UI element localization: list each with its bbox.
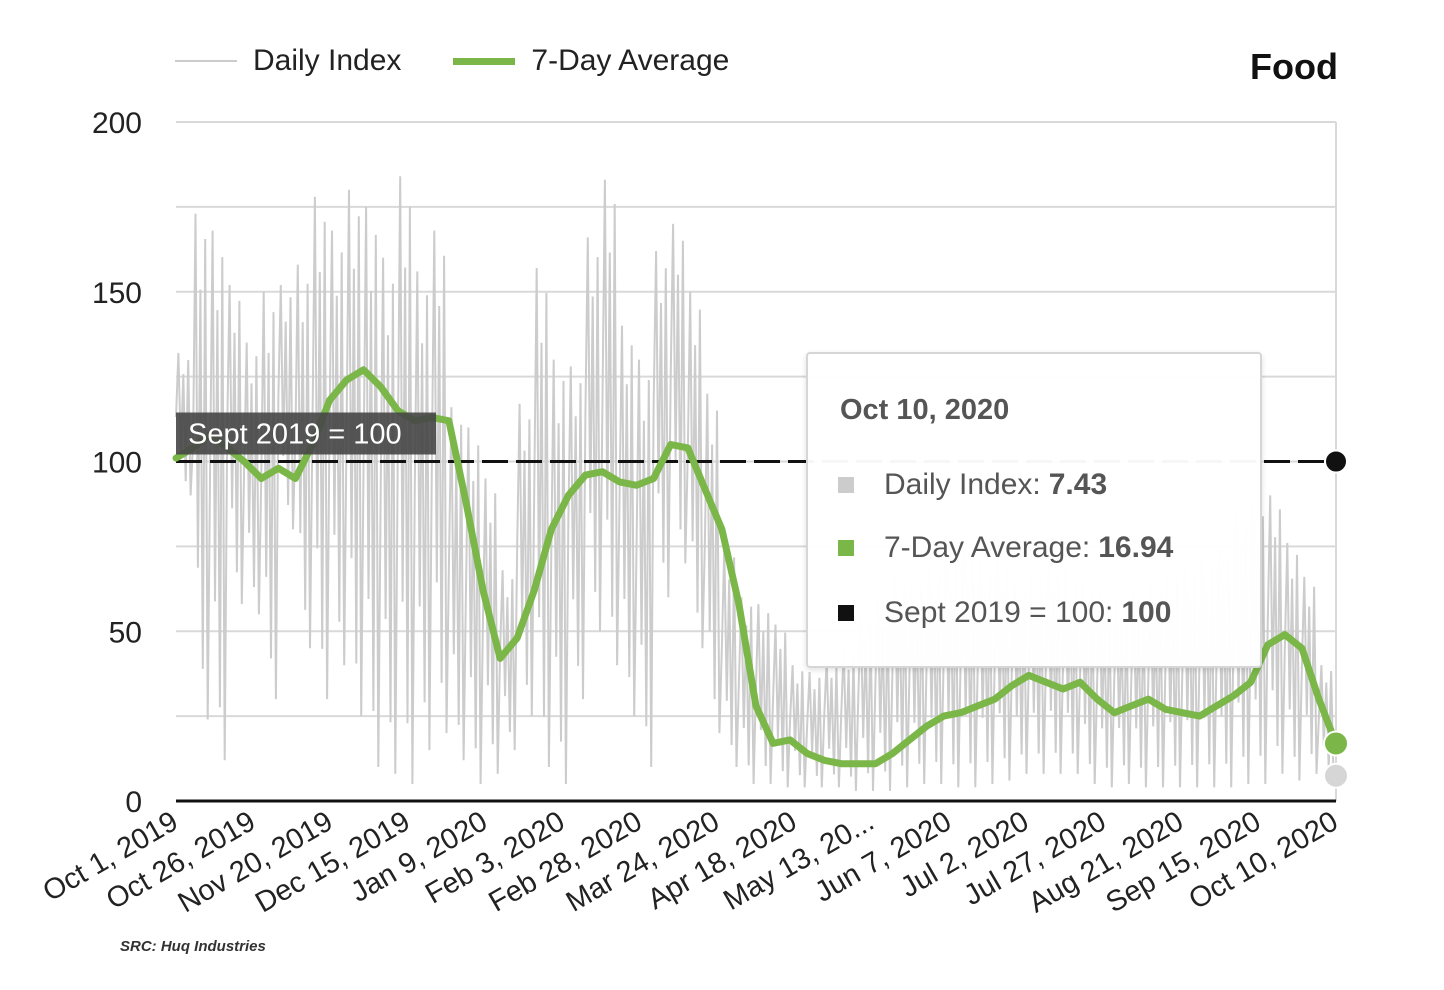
tooltip-value-daily: 7.43 (1048, 468, 1108, 501)
y-tick-label: 200 (92, 107, 142, 140)
reference-label-box (176, 412, 436, 455)
tooltip-label-reference: Sept 2019 = 100: (884, 596, 1114, 629)
tooltip-value-reference: 100 (1121, 596, 1172, 629)
legend-item-daily-index[interactable]: Daily Index (175, 44, 401, 78)
legend-label-daily: Daily Index (253, 44, 402, 77)
chart-tooltip: Oct 10, 2020 Daily Index: 7.43 7-Day Ave… (806, 352, 1262, 668)
seven-day-average-series (172, 366, 1340, 768)
tooltip-swatch-average-icon (838, 540, 854, 556)
y-tick-label: 50 (109, 616, 142, 649)
reference-end-marker[interactable] (1324, 449, 1348, 474)
tooltip-label-daily: Daily Index: (884, 468, 1041, 501)
reference-label-group: Sept 2019 = 100 (176, 412, 436, 455)
y-tick-label: 0 (125, 786, 142, 819)
daily-end-marker[interactable] (1323, 762, 1349, 789)
seven-day-average-line (172, 366, 1340, 768)
legend-item-seven-day-average[interactable]: 7-Day Average (453, 44, 729, 78)
tooltip-value-average: 16.94 (1098, 531, 1174, 564)
end-markers (1323, 449, 1349, 789)
chart-legend: Daily Index 7-Day Average (175, 44, 781, 78)
tooltip-row-reference: Sept 2019 = 100: 100 (838, 596, 1171, 630)
chart-title: Food (1250, 46, 1338, 87)
y-tick-label: 150 (92, 277, 142, 310)
tooltip-swatch-reference-icon (838, 605, 854, 621)
average-end-marker[interactable] (1323, 730, 1349, 757)
tooltip-row-average: 7-Day Average: 16.94 (838, 531, 1173, 565)
legend-line-icon-daily (175, 60, 237, 62)
source-note: SRC: Huq Industries (120, 938, 266, 955)
legend-line-icon-average (453, 57, 516, 65)
reference-label-text: Sept 2019 = 100 (188, 419, 402, 451)
y-tick-label: 100 (92, 447, 142, 480)
tooltip-swatch-daily-icon (838, 477, 854, 493)
tooltip-row-daily: Daily Index: 7.43 (838, 468, 1107, 502)
tooltip-label-average: 7-Day Average: (884, 531, 1091, 564)
tooltip-date: Oct 10, 2020 (840, 394, 1010, 426)
legend-label-average: 7-Day Average (531, 44, 730, 77)
